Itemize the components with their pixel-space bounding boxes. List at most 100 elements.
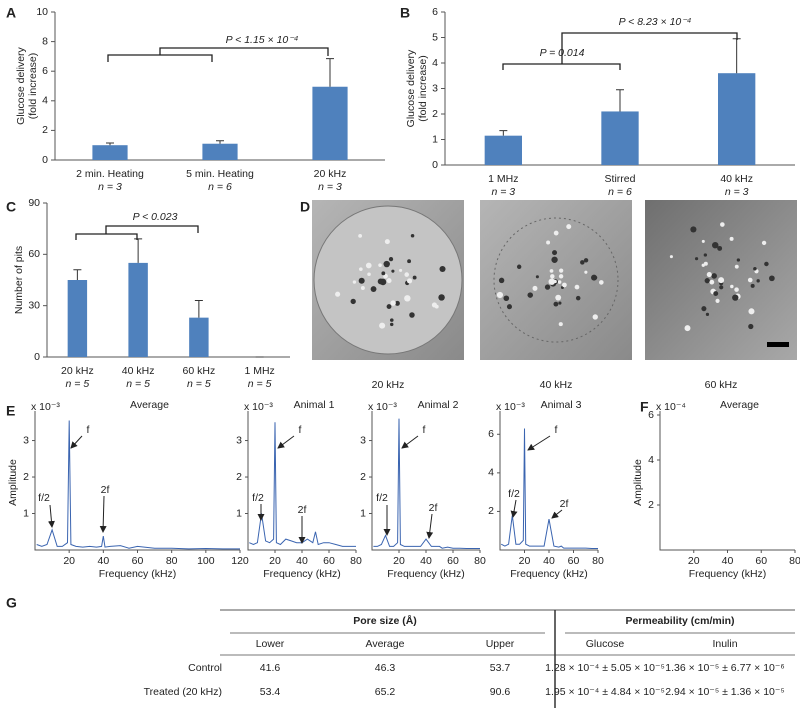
bar xyxy=(92,145,128,160)
x-tick-label: 40 xyxy=(420,555,432,567)
x-tick-label: 80 xyxy=(592,555,604,567)
x-axis-label: Frequency (kHz) xyxy=(263,568,341,580)
pit xyxy=(360,286,365,291)
panel-label: A xyxy=(6,5,16,21)
y-tick-label: 2 xyxy=(432,108,438,120)
group-header: Pore size (Å) xyxy=(353,614,417,627)
pit xyxy=(559,268,564,273)
x-axis-label: Frequency (kHz) xyxy=(689,568,767,580)
pit xyxy=(701,239,705,243)
pit xyxy=(546,240,551,245)
x-tick-label: 1 MHz xyxy=(244,365,274,377)
pit xyxy=(377,278,384,285)
table-cell: 53.7 xyxy=(490,662,511,674)
error-bar xyxy=(326,58,334,87)
annotation: f/2 xyxy=(376,492,388,504)
y-tick-label: 3 xyxy=(23,434,29,446)
annotation-arrow xyxy=(70,435,83,449)
n-label: n = 5 xyxy=(187,378,211,390)
y-axis-label: Amplitude xyxy=(7,459,19,506)
y-tick-label: 2 xyxy=(488,505,494,517)
x-tick-label: 40 xyxy=(296,555,308,567)
pit xyxy=(703,253,708,257)
pit xyxy=(407,278,413,284)
column-header: Glucose xyxy=(586,638,625,650)
x-tick-label: 60 xyxy=(568,555,580,567)
pit xyxy=(394,300,400,306)
pit xyxy=(599,280,604,285)
n-label: n = 6 xyxy=(608,186,632,198)
y-tick-label: 6 xyxy=(648,409,654,421)
pit xyxy=(684,325,691,332)
pit xyxy=(704,278,710,284)
bracket xyxy=(107,54,213,62)
x-axis-label: Frequency (kHz) xyxy=(387,568,465,580)
pit xyxy=(748,323,754,330)
annotation: f xyxy=(555,424,558,436)
pit xyxy=(718,277,725,284)
x-tick-label: 60 xyxy=(755,555,767,567)
pit xyxy=(747,277,753,283)
pit xyxy=(753,266,757,271)
x-tick-label: 80 xyxy=(474,555,486,567)
spectrum-line xyxy=(36,420,240,550)
error-bar xyxy=(216,140,224,144)
table-cell: 41.6 xyxy=(260,662,281,674)
pit xyxy=(527,292,534,298)
pit xyxy=(506,304,512,310)
pit xyxy=(383,273,388,279)
column-header: Average xyxy=(366,638,405,650)
pit xyxy=(558,274,564,279)
pit xyxy=(750,283,755,288)
axis xyxy=(34,411,240,551)
pit xyxy=(404,272,410,277)
chart-title: Average xyxy=(720,399,759,411)
x-tick-label: 2 min. Heating xyxy=(76,168,144,180)
pit xyxy=(404,295,411,302)
annotation: 2f xyxy=(101,484,110,496)
chart-title: Animal 1 xyxy=(294,399,335,411)
x-tick-label: 60 xyxy=(447,555,459,567)
n-label: n = 3 xyxy=(318,181,342,193)
annotation: P < 0.023 xyxy=(133,211,178,223)
pit xyxy=(575,295,581,301)
panel-label: C xyxy=(6,199,16,215)
annotation-arrow xyxy=(401,435,419,449)
pit xyxy=(386,304,392,309)
y-tick-label: 0 xyxy=(34,351,40,363)
error-bar xyxy=(499,130,508,136)
x-axis-label: Frequency (kHz) xyxy=(99,568,177,580)
n-label: n = 5 xyxy=(66,378,90,390)
row-label: Treated (20 kHz) xyxy=(144,686,222,698)
table-cell: 1.36 × 10⁻⁵ ± 6.77 × 10⁻⁶ xyxy=(665,662,785,674)
y-tick-label: 1 xyxy=(23,507,29,519)
annotation-arrow xyxy=(47,504,55,528)
error-bar xyxy=(73,269,82,280)
x-tick-label: 20 xyxy=(393,555,405,567)
pit xyxy=(701,306,707,312)
error-bar xyxy=(106,142,114,146)
pit xyxy=(370,286,377,292)
pit xyxy=(496,291,504,299)
pit xyxy=(434,304,439,309)
pit xyxy=(730,284,734,289)
pit xyxy=(729,236,734,241)
x-tick-label: 20 xyxy=(63,555,75,567)
annotation-arrow xyxy=(510,499,518,518)
pit xyxy=(553,279,557,284)
panel-label: G xyxy=(6,595,17,611)
annotation: f xyxy=(87,424,90,436)
x-tick-label: 20 xyxy=(688,555,700,567)
column-header: Upper xyxy=(486,638,515,650)
pit xyxy=(548,278,556,285)
axis xyxy=(499,411,598,551)
pit xyxy=(365,262,372,269)
pit xyxy=(690,226,697,233)
pit xyxy=(720,222,725,227)
scale-label: x 10⁻³ xyxy=(368,401,397,413)
table-cell: 65.2 xyxy=(375,686,396,698)
pit xyxy=(389,318,394,322)
x-tick-label: 60 xyxy=(323,555,335,567)
y-axis-label: (fold increase) xyxy=(27,53,39,120)
